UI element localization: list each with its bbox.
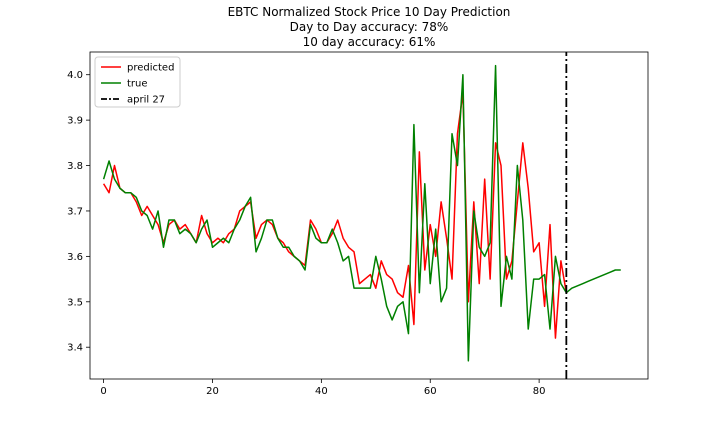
x-tick-label: 60	[424, 386, 437, 397]
x-axis: 0 20 40 60 80	[100, 379, 545, 397]
y-tick-label: 3.5	[67, 297, 83, 308]
series-true-line	[102, 64, 621, 362]
chart-title-line-3: 10 day accuracy: 61%	[303, 35, 436, 49]
chart-title: EBTC Normalized Stock Price 10 Day Predi…	[228, 5, 511, 49]
y-tick-label: 3.8	[67, 161, 83, 172]
legend-box	[94, 56, 181, 108]
y-tick-label: 3.7	[67, 206, 83, 217]
legend-label: april 27	[127, 95, 165, 106]
y-tick-label: 3.9	[67, 116, 83, 127]
plot-lines	[102, 52, 621, 379]
legend-label: predicted	[127, 63, 174, 74]
x-tick-label: 80	[533, 386, 546, 397]
y-tick-label: 3.4	[67, 343, 83, 354]
y-tick-label: 3.6	[67, 252, 83, 263]
x-tick-label: 20	[206, 386, 219, 397]
x-tick-label: 40	[315, 386, 328, 397]
legend-label: true	[127, 79, 148, 90]
series-predicted-line	[102, 92, 568, 339]
y-axis: 3.4 3.5 3.6 3.7 3.8 3.9 4.0	[67, 70, 90, 354]
legend: predicted true april 27	[94, 56, 181, 108]
chart-title-line-2: Day to Day accuracy: 78%	[290, 20, 449, 34]
plot-frame	[89, 51, 649, 380]
chart-title-line-1: EBTC Normalized Stock Price 10 Day Predi…	[228, 5, 511, 19]
x-tick-label: 0	[100, 386, 106, 397]
y-tick-label: 4.0	[67, 70, 83, 81]
